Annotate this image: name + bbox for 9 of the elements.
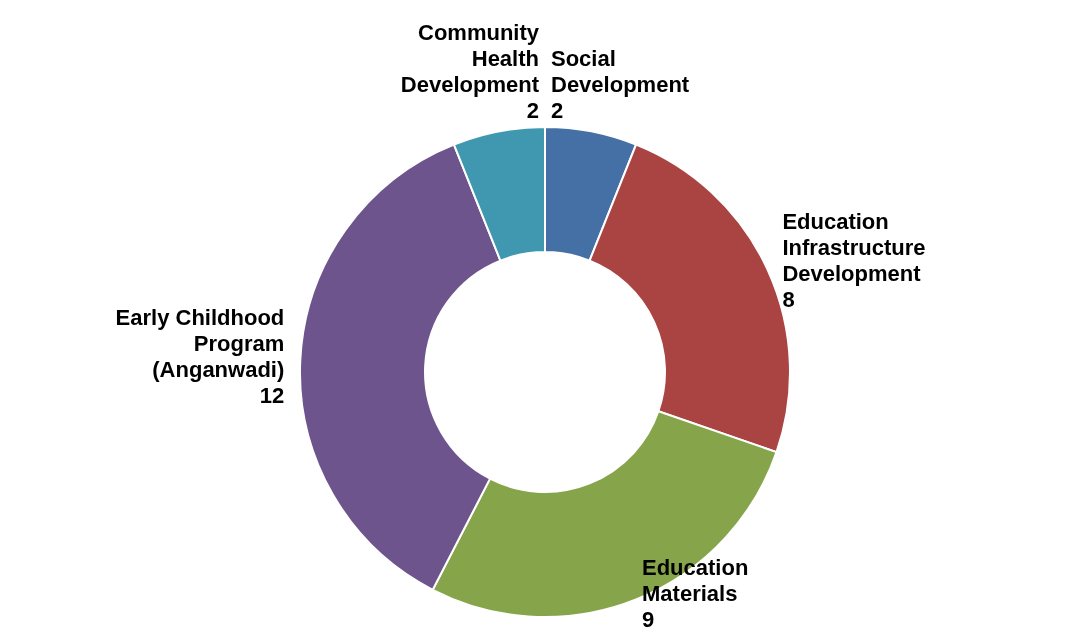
data-label: 12	[259, 382, 285, 408]
data-label: 2	[551, 98, 564, 123]
slice-label: Social Development	[551, 46, 690, 97]
data-label: 9	[642, 607, 655, 632]
data-label: 8	[782, 286, 795, 312]
slice-label: Early Childhood Program (Anganwadi)	[115, 304, 285, 382]
slice-label: Community Health Development	[400, 20, 540, 97]
slice-label: Education Infrastructure Development	[782, 208, 926, 286]
data-label: 2	[526, 98, 539, 123]
